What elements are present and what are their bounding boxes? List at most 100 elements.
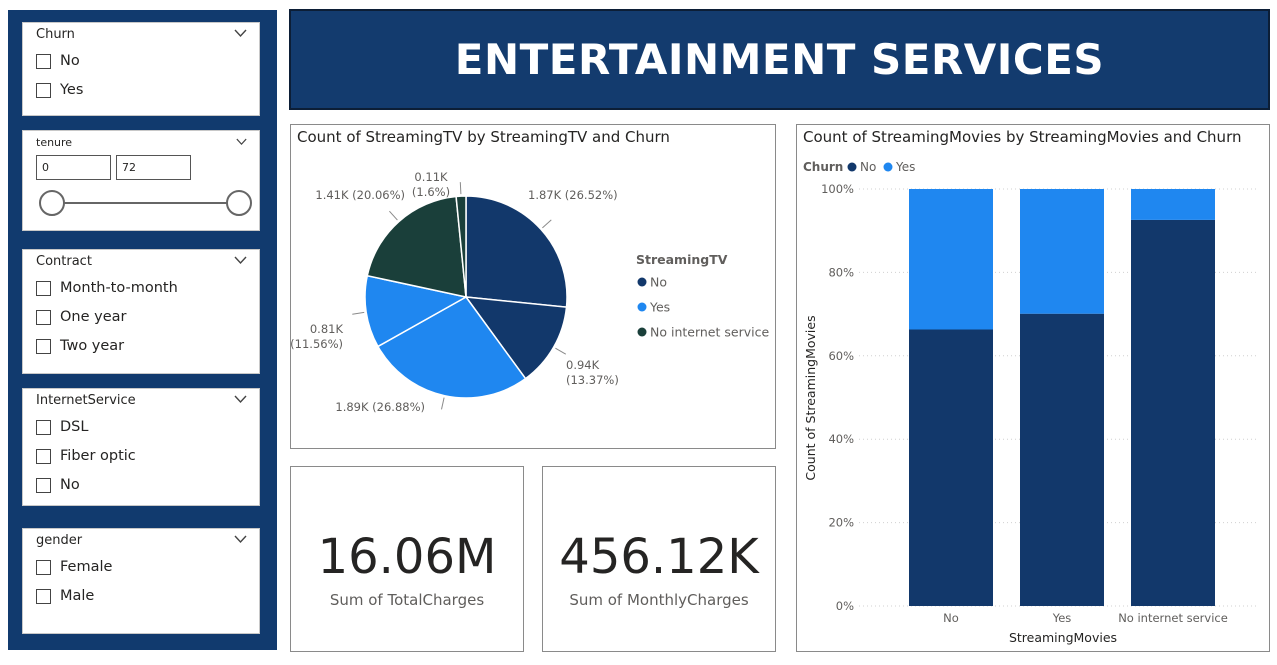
- bar-x-tick-label: No: [943, 611, 959, 625]
- bar-segment[interactable]: [1131, 189, 1215, 220]
- bar-segment[interactable]: [1020, 313, 1104, 606]
- pie-legend-item[interactable]: Yes: [649, 300, 670, 315]
- pie-data-label: 1.87K (26.52%): [528, 188, 618, 202]
- report-title: ENTERTAINMENT SERVICES: [454, 35, 1105, 84]
- checkbox[interactable]: [36, 419, 51, 435]
- bar-y-tick-label: 100%: [821, 182, 854, 196]
- pie-slice[interactable]: [455, 195, 467, 298]
- bar-legend-item[interactable]: Yes: [895, 160, 915, 174]
- pie-legend-marker: [637, 277, 647, 287]
- pie-legend-item[interactable]: No: [650, 275, 667, 290]
- tenure-slicer: tenure 0 72: [22, 130, 260, 231]
- checkbox[interactable]: [36, 82, 51, 98]
- checkbox[interactable]: [36, 588, 51, 604]
- pie-data-label: 0.94K (13.37%): [566, 358, 619, 387]
- tenure-min-input[interactable]: 0: [36, 155, 111, 180]
- gender-slicer: gender Female Male: [22, 528, 260, 634]
- checkbox[interactable]: [36, 559, 51, 575]
- bar-legend-marker: [883, 162, 893, 172]
- tenure-max-input[interactable]: 72: [116, 155, 191, 180]
- contract-slicer-title: Contract: [36, 254, 92, 269]
- churn-option-yes[interactable]: Yes: [36, 80, 83, 100]
- bar-x-tick-label: No internet service: [1118, 611, 1228, 625]
- pie-leader-line: [441, 397, 445, 410]
- pie-legend-title: StreamingTV: [636, 252, 728, 267]
- churn-option-no[interactable]: No: [36, 51, 80, 71]
- pie-slice[interactable]: [376, 296, 527, 399]
- bar-legend-marker: [847, 162, 857, 172]
- pie-data-label: 0.11K (1.6%): [412, 170, 450, 199]
- bar-y-tick-label: 60%: [828, 349, 854, 363]
- pie-slice[interactable]: [465, 195, 568, 308]
- gender-slicer-title: gender: [36, 533, 83, 548]
- pie-slice[interactable]: [364, 274, 469, 348]
- tenure-slider-track[interactable]: [52, 202, 238, 204]
- pie-leader-line: [352, 311, 365, 315]
- churn-slicer: Churn No Yes: [22, 22, 260, 116]
- internet-option-fiber-optic[interactable]: Fiber optic: [36, 446, 136, 466]
- chevron-down-icon[interactable]: [234, 395, 247, 404]
- streaming-movies-bar-chart: Churn No Yes 0% 20% 40% 60% 80% 100% No Yes No inte…: [803, 160, 1259, 645]
- monthly-charges-card: 456.12K Sum of MonthlyCharges: [542, 466, 776, 652]
- tenure-slider-max-handle[interactable]: [226, 190, 252, 216]
- pie-legend-marker: [637, 302, 647, 312]
- bar-y-tick-label: 0%: [836, 599, 854, 613]
- contract-option-month-to-month[interactable]: Month-to-month: [36, 278, 178, 298]
- total-charges-value: 16.06M: [317, 529, 497, 585]
- contract-option-one-year[interactable]: One year: [36, 307, 126, 327]
- bar-y-tick-label: 20%: [828, 516, 854, 530]
- pie-legend-item[interactable]: No internet service: [650, 325, 769, 340]
- chevron-down-icon[interactable]: [234, 29, 247, 38]
- pie-leader-line: [542, 219, 552, 229]
- tenure-slicer-title: tenure: [36, 136, 73, 149]
- bar-legend-item[interactable]: No: [860, 160, 876, 174]
- internet-option-no[interactable]: No: [36, 475, 80, 495]
- pie-leader-line: [555, 347, 567, 355]
- bar-x-axis-title: StreamingMovies: [1009, 630, 1117, 645]
- bar-segment[interactable]: [909, 189, 993, 330]
- pie-slice[interactable]: [366, 195, 467, 298]
- bar-legend-title: Churn: [803, 160, 843, 174]
- internet-option-dsl[interactable]: DSL: [36, 417, 88, 437]
- pie-legend-marker: [637, 327, 647, 337]
- bar-chart-title: Count of StreamingMovies by StreamingMov…: [803, 128, 1242, 146]
- gender-option-male[interactable]: Male: [36, 586, 94, 606]
- bar-segment[interactable]: [1131, 219, 1215, 606]
- tenure-slider-min-handle[interactable]: [39, 190, 65, 216]
- checkbox[interactable]: [36, 338, 51, 354]
- report-header: ENTERTAINMENT SERVICES: [289, 9, 1270, 110]
- checkbox[interactable]: [36, 448, 51, 464]
- bar-y-tick-label: 40%: [828, 432, 854, 446]
- chevron-down-icon[interactable]: [236, 138, 247, 146]
- bar-y-axis-title: Count of StreamingMovies: [803, 315, 818, 480]
- pie-data-label: 0.81K (11.56%): [291, 322, 343, 351]
- contract-slicer: Contract Month-to-month One year Two yea…: [22, 249, 260, 374]
- streaming-tv-pie-chart: 1.87K (26.52%) 0.94K (13.37%) 1.89K (26.88%…: [291, 170, 769, 414]
- contract-option-two-year[interactable]: Two year: [36, 336, 124, 356]
- filter-sidebar: Churn No Yes tenure 0 72 Contract Month-…: [8, 10, 277, 650]
- streaming-movies-bar-panel: Count of StreamingMovies by StreamingMov…: [796, 124, 1270, 652]
- pie-leader-line: [389, 210, 398, 221]
- churn-slicer-title: Churn: [36, 27, 75, 42]
- checkbox[interactable]: [36, 477, 51, 493]
- pie-leader-line: [459, 182, 462, 195]
- bar-segment[interactable]: [909, 329, 993, 607]
- total-charges-card: 16.06M Sum of TotalCharges: [290, 466, 524, 652]
- pie-data-label: 1.41K (20.06%): [315, 188, 405, 202]
- pie-slice[interactable]: [464, 296, 568, 380]
- streaming-tv-pie-panel: Count of StreamingTV by StreamingTV and …: [290, 124, 776, 449]
- checkbox[interactable]: [36, 309, 51, 325]
- total-charges-label: Sum of TotalCharges: [329, 591, 485, 609]
- pie-chart-title: Count of StreamingTV by StreamingTV and …: [297, 128, 670, 146]
- chevron-down-icon[interactable]: [234, 535, 247, 544]
- pie-data-label: 1.89K (26.88%): [335, 400, 425, 414]
- internet-service-slicer: InternetService DSL Fiber optic No: [22, 388, 260, 506]
- bar-x-tick-label: Yes: [1052, 611, 1072, 625]
- checkbox[interactable]: [36, 53, 51, 69]
- monthly-charges-label: Sum of MonthlyCharges: [569, 591, 749, 609]
- chevron-down-icon[interactable]: [234, 256, 247, 265]
- gender-option-female[interactable]: Female: [36, 557, 112, 577]
- bar-segment[interactable]: [1020, 189, 1104, 314]
- bar-y-tick-label: 80%: [828, 265, 854, 279]
- checkbox[interactable]: [36, 280, 51, 296]
